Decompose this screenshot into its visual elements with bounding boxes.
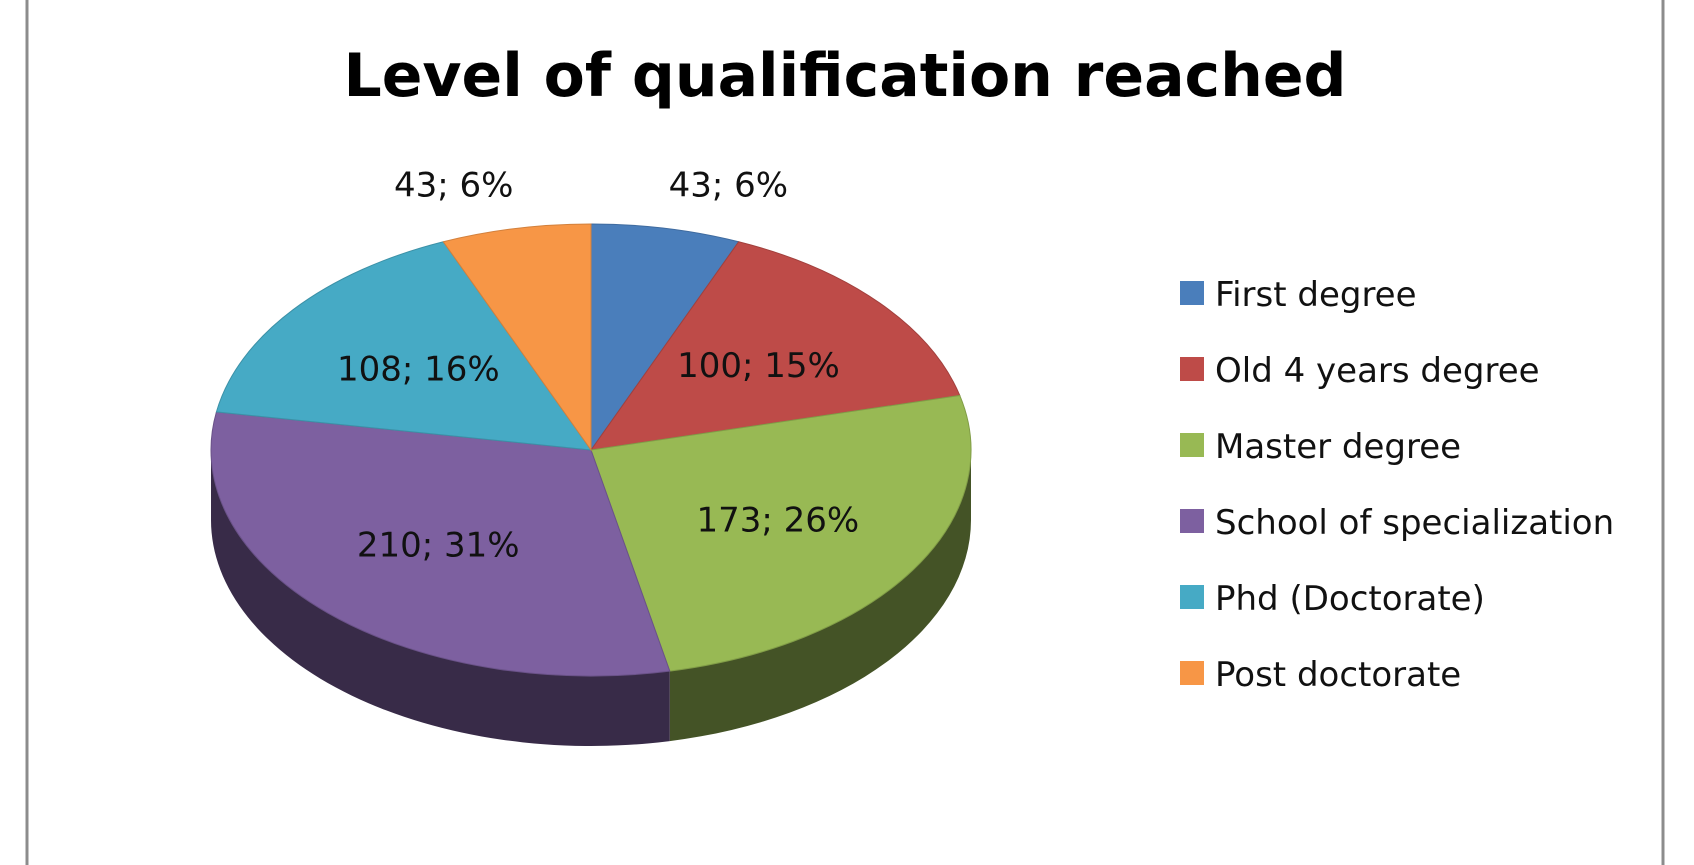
legend-label-post-doctorate: Post doctorate [1215, 655, 1461, 695]
data-label-post-doctorate: 43; 6% [394, 165, 513, 205]
pie-slice-first-degree [590, 223, 740, 452]
data-label-master-degree: 173; 26% [696, 501, 859, 541]
data-label-first-degree: 43; 6% [669, 165, 788, 205]
pie-slice-phd-doctorate [215, 241, 593, 451]
pie-side-school-of-specialization [211, 450, 670, 746]
pie-side-master-degree [669, 450, 972, 742]
pie-slice-old-4-years-degree [589, 241, 961, 451]
data-label-phd-doctorate: 108; 16% [337, 350, 500, 390]
legend-label-old-4-years-degree: Old 4 years degree [1215, 351, 1540, 391]
legend-label-master-degree: Master degree [1215, 427, 1461, 467]
data-label-school-of-specialization: 210; 31% [357, 525, 520, 565]
pie-slice-school-of-specialization [210, 411, 671, 677]
pie-slice-post-doctorate [442, 223, 592, 452]
pie-slice-master-degree [590, 394, 972, 672]
legend: First degree Old 4 years degree Master deg… [1180, 275, 1614, 695]
legend-swatch-school-of-specialization [1180, 509, 1204, 533]
legend-swatch-old-4-years-degree [1180, 357, 1204, 381]
legend-label-first-degree: First degree [1215, 275, 1417, 315]
legend-label-phd-doctorate: Phd (Doctorate) [1215, 579, 1485, 619]
legend-swatch-post-doctorate [1180, 661, 1204, 685]
pie-group [210, 223, 972, 746]
legend-label-school-of-specialization: School of specialization [1215, 503, 1614, 543]
legend-swatch-phd-doctorate [1180, 585, 1204, 609]
chart-title: Level of qualification reached [344, 41, 1347, 111]
data-label-old-4-years-degree: 100; 15% [677, 346, 840, 386]
legend-swatch-master-degree [1180, 433, 1204, 457]
data-label-group: 43; 6% 100; 15% 173; 26% 210; 31% 108; 16% 43… [337, 165, 859, 565]
legend-swatch-first-degree [1180, 281, 1204, 305]
